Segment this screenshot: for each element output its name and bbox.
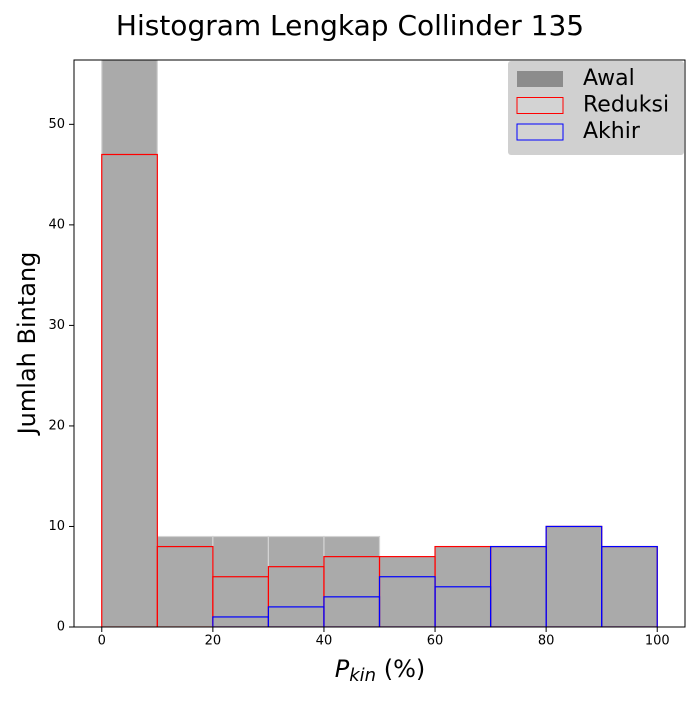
y-tick-label: 0 (57, 620, 65, 635)
y-tick-label: 40 (48, 217, 65, 232)
histogram-bar (156, 535, 214, 627)
x-axis-label: Pkin (%) (335, 655, 426, 686)
legend-swatch (516, 97, 564, 114)
x-label-suffix: (%) (376, 655, 425, 683)
legend-swatch (517, 71, 563, 87)
histogram-bar (489, 545, 547, 627)
histogram-bar (378, 556, 436, 627)
histogram-bar (601, 545, 658, 627)
y-tick-label: 50 (48, 117, 65, 132)
x-tick-label: 80 (538, 634, 555, 649)
axes-frame (73, 59, 686, 628)
y-tick-label: 20 (48, 418, 65, 433)
x-tick-label: 0 (98, 634, 106, 649)
histogram-bar (545, 525, 603, 627)
plot-area (101, 60, 658, 627)
chart-title: Histogram Lengkap Collinder 135 (116, 9, 584, 42)
legend-label: Akhir (583, 119, 641, 144)
x-label-main: P (335, 655, 350, 683)
legend-label: Awal (583, 66, 635, 91)
legend-swatch (516, 123, 564, 141)
histogram-bar (101, 60, 158, 627)
y-tick-label: 10 (48, 519, 65, 534)
histogram-bar (101, 153, 158, 627)
x-tick-label: 20 (205, 634, 222, 649)
y-axis-label: Jumlah Bintang (13, 252, 41, 437)
histogram-bar (212, 535, 270, 627)
x-tick-label: 60 (427, 634, 444, 649)
histogram-bar (267, 535, 325, 627)
y-tick-label: 30 (48, 318, 65, 333)
x-label-sub: kin (349, 665, 376, 686)
x-tick-label: 40 (316, 634, 333, 649)
x-tick-label: 100 (645, 634, 670, 649)
histogram-bar (323, 535, 381, 627)
legend-label: Reduksi (583, 93, 669, 118)
